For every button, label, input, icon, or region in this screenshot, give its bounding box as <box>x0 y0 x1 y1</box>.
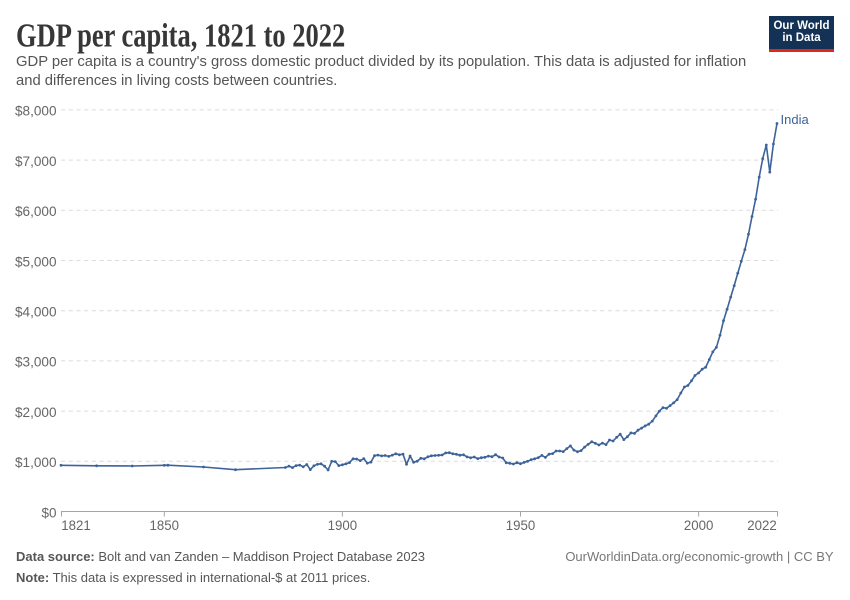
svg-text:1821: 1821 <box>61 518 91 533</box>
svg-text:$7,000: $7,000 <box>15 154 57 169</box>
svg-text:2022: 2022 <box>747 518 777 533</box>
svg-text:$3,000: $3,000 <box>15 355 57 370</box>
svg-text:India: India <box>781 112 810 127</box>
svg-text:2000: 2000 <box>684 518 714 533</box>
svg-text:1850: 1850 <box>150 518 180 533</box>
svg-text:1900: 1900 <box>328 518 358 533</box>
svg-text:$2,000: $2,000 <box>15 405 57 420</box>
svg-text:$5,000: $5,000 <box>15 254 57 269</box>
svg-text:$6,000: $6,000 <box>15 204 57 219</box>
svg-text:1950: 1950 <box>506 518 536 533</box>
svg-text:$0: $0 <box>41 505 56 520</box>
svg-text:$4,000: $4,000 <box>15 305 57 320</box>
svg-text:$1,000: $1,000 <box>15 455 57 470</box>
svg-text:$8,000: $8,000 <box>15 104 57 119</box>
